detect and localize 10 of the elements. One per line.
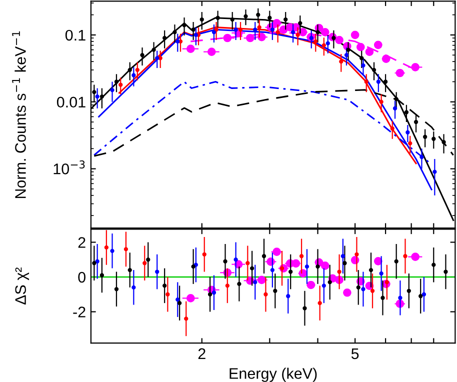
x-axis-title: Energy (keV) xyxy=(230,368,317,382)
y-tick-label: 0 xyxy=(78,272,86,283)
y-tick-label: 0.1 xyxy=(65,30,86,41)
y-axis-title: ΔS χ² xyxy=(15,268,30,305)
y-tick-label: -2 xyxy=(73,306,86,318)
y-tick-label: 10$^{−3}$ xyxy=(54,160,85,174)
x-tick-label: 5 xyxy=(351,348,359,360)
y-tick-label: 0.01 xyxy=(56,96,86,108)
y-tick-label: 2 xyxy=(78,237,86,248)
y-axis-title: Norm. Counts s$^{−1}$ keV$^{−1}$ xyxy=(12,31,26,198)
